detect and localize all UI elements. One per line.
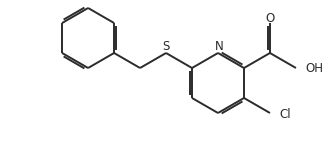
Text: S: S <box>163 40 170 53</box>
Text: O: O <box>265 11 275 24</box>
Text: N: N <box>215 40 223 53</box>
Text: OH: OH <box>305 63 323 76</box>
Text: Cl: Cl <box>279 109 291 122</box>
